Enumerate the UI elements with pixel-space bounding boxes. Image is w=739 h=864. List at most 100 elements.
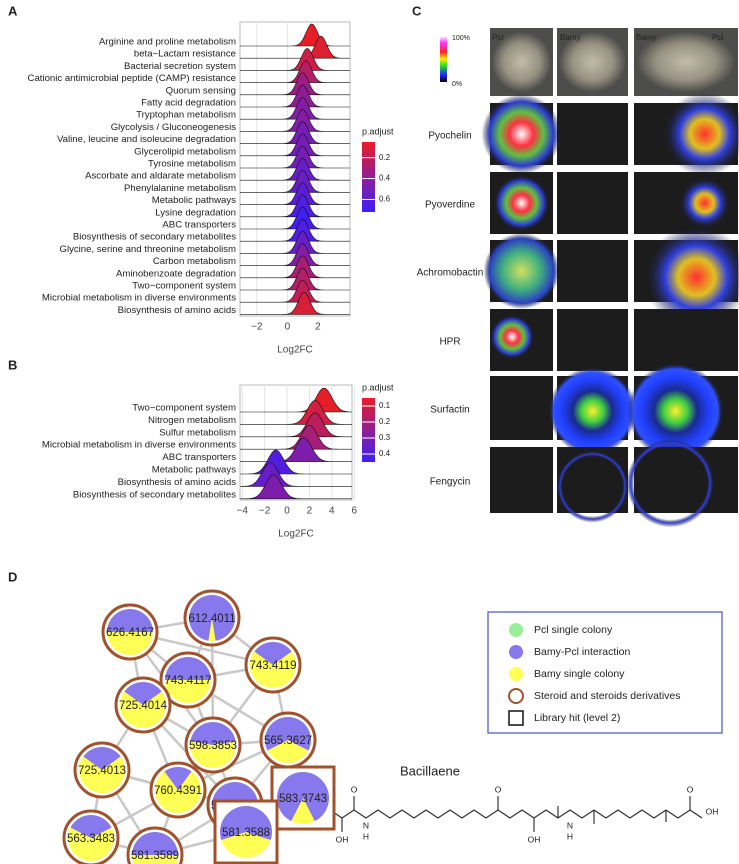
legend-tick-label: 0.3 [379,433,391,442]
compound-name: Bacillaene [400,763,460,778]
category-label: Fatty acid degradation [141,98,236,109]
column-label: Pcl [492,33,503,42]
ridge [240,170,350,193]
node-label: 743.4119 [249,660,296,672]
ridges [240,23,350,315]
ridge [240,60,350,83]
pie-interaction [220,806,272,841]
colony-photo [636,31,736,93]
category-label: Biosynthesis of amino acids [118,477,237,488]
ridge [240,243,350,266]
node-label: 612.4011 [188,613,235,625]
row-label: Pyoverdine [425,200,475,211]
pie-interaction [265,717,312,751]
ms-signal [627,363,724,460]
category-label: Biosynthesis of secondary metabolites [73,232,236,243]
category-label: Nitrogen metabolism [148,415,236,426]
pie-interaction [190,722,236,745]
ms-signal [548,367,637,456]
node-label: 725.4013 [78,765,126,777]
legend-icon [509,623,523,637]
category-label: Carbon metabolism [153,256,236,267]
node-label: 563.3483 [67,833,115,845]
ms-signal [481,94,562,174]
atom-label: H [363,831,369,841]
node-label: 583.3743 [279,793,327,805]
ridge [240,206,350,230]
x-tick-label: −2 [251,322,263,333]
pie-interaction [165,657,211,680]
pie-interaction [277,772,329,822]
image-cell [557,240,628,302]
category-label: beta−Lactam resistance [134,49,236,60]
category-label: Tryptophan metabolism [136,110,236,121]
ridge [240,400,352,425]
atom-label: O [687,784,694,794]
category-label: Ascorbate and aldarate metabolism [85,171,236,182]
legend-label: Bamy-Pcl interaction [534,646,630,658]
node-label: 760.4391 [154,785,202,797]
pie-interaction [164,767,192,790]
ridge [240,437,352,462]
legend-title: p.adjust [362,126,394,136]
legend-tick-label: 0.4 [379,174,391,183]
ridge [240,157,350,181]
category-label: Lysine degradation [155,207,236,218]
category-label: Microbial metabolism in diverse environm… [42,293,236,304]
ms-signal [626,439,715,528]
ridge [240,48,350,71]
category-label: Valine, leucine and isoleucine degradati… [57,134,236,145]
node-label: 581.3588 [222,827,270,839]
legend-label: Library hit (level 2) [534,712,620,724]
ridge [240,194,350,218]
ridge [240,145,350,169]
row-label: Pyochelin [428,131,471,142]
row-label: Achromobactin [417,268,484,279]
panel-label: C [412,3,422,18]
image-cell [557,172,628,234]
category-label: Quorum sensing [166,85,236,96]
legend-tick-label: 0.2 [379,417,391,426]
ridge [240,474,352,500]
category-label: Microbial metabolism in diverse environm… [42,440,236,451]
node-label: 565.3627 [264,735,312,747]
atom-label: OH [336,834,349,844]
ridge [240,279,350,303]
category-label: Metabolic pathways [152,465,236,476]
x-tick-label: −4 [237,506,249,517]
category-label: Biosynthesis of amino acids [118,305,237,316]
pie-interaction [189,595,235,641]
plot-area [239,21,351,317]
legend-label: Bamy single colony [534,668,625,680]
legend-tick-label: 0.4 [379,449,391,458]
ridge [240,109,350,132]
chemical-structure [317,796,703,832]
row-label: HPR [439,337,460,348]
row-label: Surfactin [430,405,469,416]
legend-icon [509,667,523,681]
ms-signal [644,225,739,330]
legend-icon [509,645,523,659]
category-label: Biosynthesis of secondary metabolites [73,489,236,500]
ridge [240,412,352,438]
pie-interaction [132,832,178,855]
atom-label: N [567,820,573,830]
ridge [240,72,350,96]
legend-tick-label: 0.2 [379,153,391,162]
node-label: 626.4167 [106,627,154,639]
legend-icon [508,710,524,726]
category-label: Arginine and proline metabolism [99,37,236,48]
node-label: 743.4117 [164,675,211,687]
category-label: ABC transporters [162,220,236,231]
category-label: Bacterial secretion system [124,61,236,72]
category-label: Sulfur metabolism [159,427,236,438]
pie-interaction [83,747,121,770]
pie-interaction [70,815,112,838]
legend-icon [508,688,524,704]
ms-signal [662,92,739,176]
ms-signal [556,450,629,523]
atom-label: N [363,820,369,830]
atom-label: OH [528,834,541,844]
category-label: Two−component system [132,281,236,292]
